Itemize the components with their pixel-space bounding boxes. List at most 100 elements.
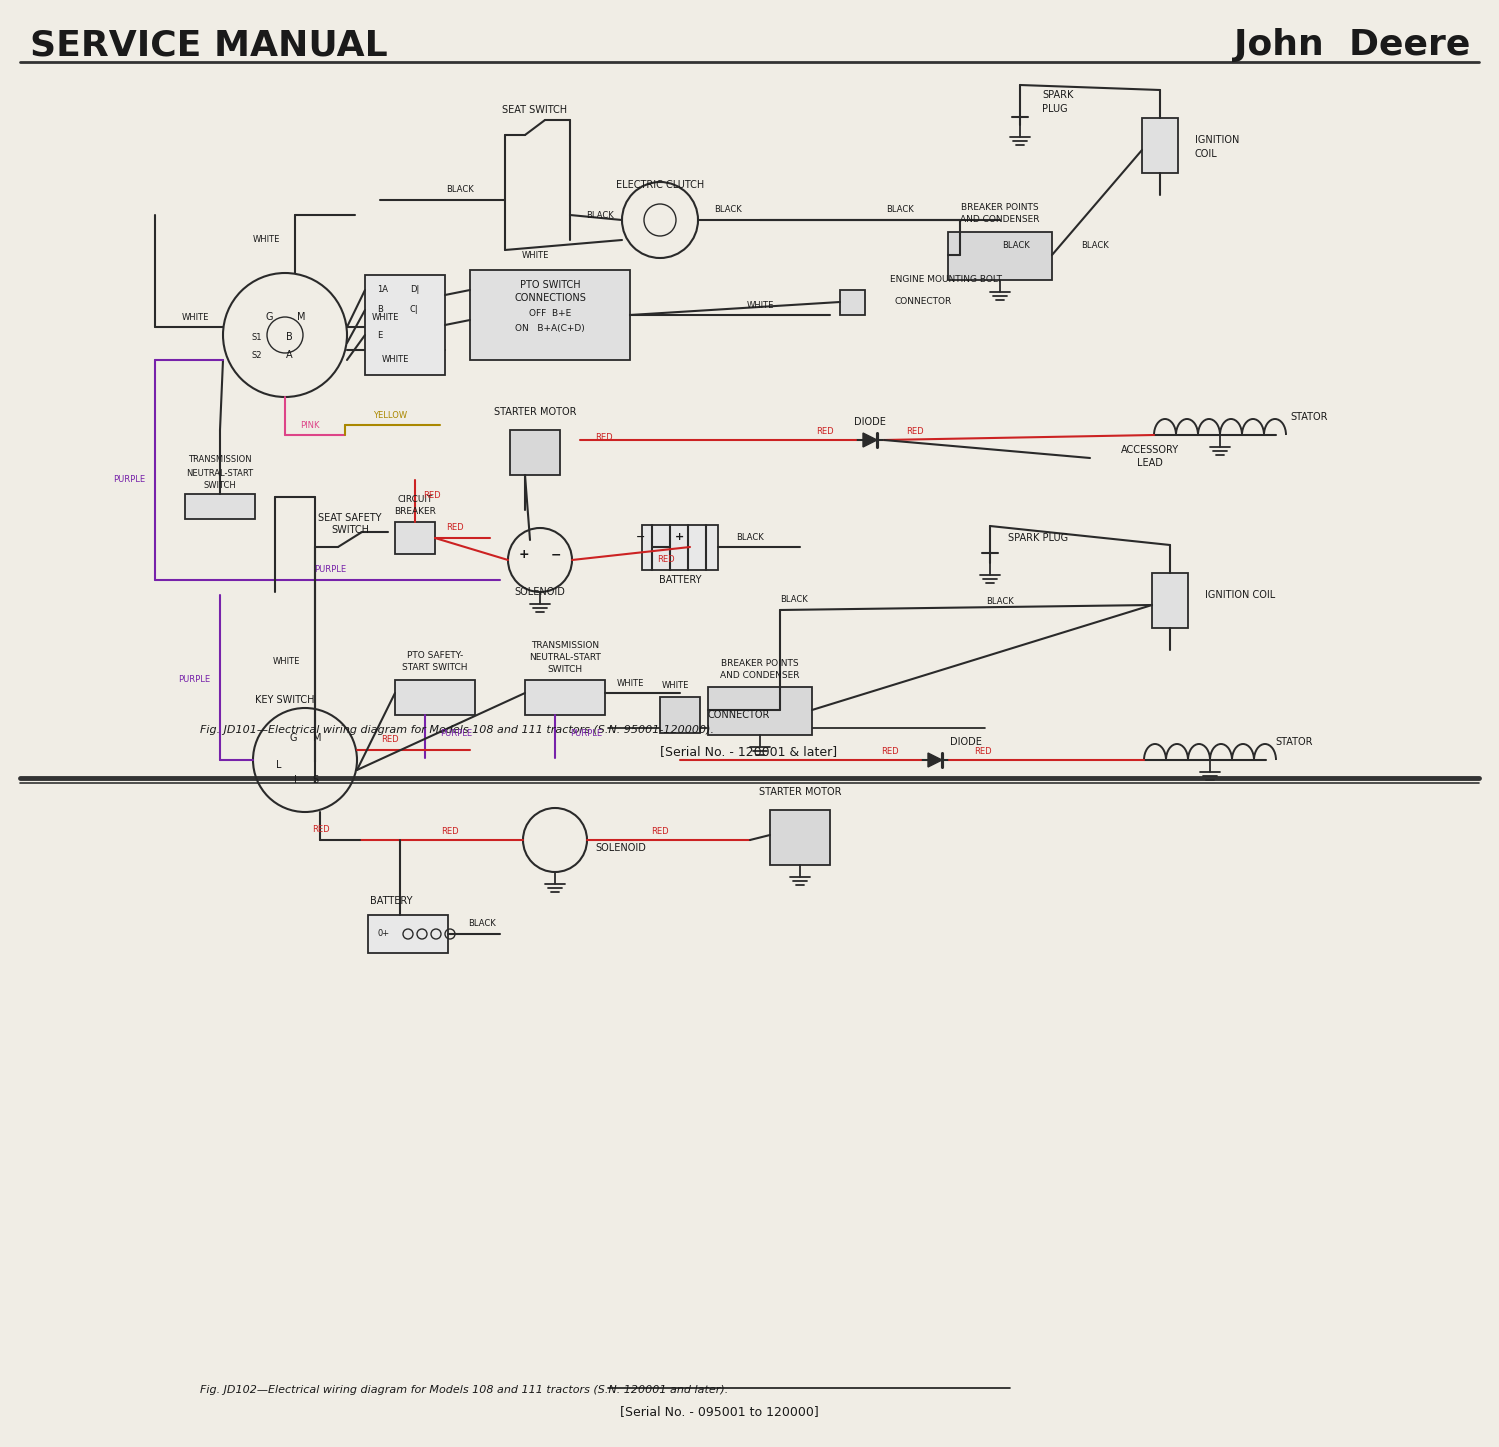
Text: D|: D| — [411, 285, 420, 295]
Text: PTO SWITCH: PTO SWITCH — [520, 281, 580, 289]
Text: −: − — [550, 548, 561, 561]
Text: SEAT SWITCH: SEAT SWITCH — [502, 106, 568, 114]
Text: PLUG: PLUG — [1042, 104, 1067, 114]
Text: RED: RED — [815, 427, 833, 437]
Text: RED: RED — [907, 427, 923, 437]
Text: [Serial No. - 095001 to 120000]: [Serial No. - 095001 to 120000] — [621, 1405, 818, 1418]
Text: RED: RED — [312, 825, 330, 835]
Text: B: B — [378, 305, 382, 314]
Text: G: G — [265, 313, 273, 323]
Text: PURPLE: PURPLE — [178, 676, 210, 684]
Text: PINK: PINK — [300, 421, 319, 430]
Text: STARTER MOTOR: STARTER MOTOR — [493, 407, 576, 417]
Text: LEAD: LEAD — [1138, 459, 1163, 467]
Text: SWITCH: SWITCH — [204, 482, 237, 491]
Text: BREAKER POINTS: BREAKER POINTS — [961, 204, 1039, 213]
Text: DIODE: DIODE — [950, 737, 982, 747]
Text: Fig. JD102—Electrical wiring diagram for Models 108 and 111 tractors (S.N. 12000: Fig. JD102—Electrical wiring diagram for… — [199, 1385, 729, 1395]
Text: IGNITION COIL: IGNITION COIL — [1205, 590, 1276, 601]
Text: CONNECTIONS: CONNECTIONS — [514, 292, 586, 302]
Text: RED: RED — [595, 434, 613, 443]
Bar — [839, 289, 865, 315]
Text: STATOR: STATOR — [1276, 737, 1313, 747]
Text: WHITE: WHITE — [522, 250, 549, 259]
Text: AND CONDENSER: AND CONDENSER — [961, 216, 1040, 224]
Text: BLACK: BLACK — [447, 185, 474, 194]
Bar — [396, 522, 435, 554]
Text: WHITE: WHITE — [747, 301, 773, 310]
Text: SOLENOID: SOLENOID — [514, 587, 565, 598]
Text: SERVICE MANUAL: SERVICE MANUAL — [30, 27, 388, 62]
Text: RED: RED — [447, 524, 463, 532]
Text: BLACK: BLACK — [714, 205, 742, 214]
Text: Fig. JD101—Electrical wiring diagram for Models 108 and 111 tractors (S.N. 95001: Fig. JD101—Electrical wiring diagram for… — [199, 725, 714, 735]
Text: WHITE: WHITE — [181, 313, 208, 321]
Text: ON   B+A(C+D): ON B+A(C+D) — [516, 324, 585, 333]
Text: BLACK: BLACK — [736, 532, 764, 541]
Text: BLACK: BLACK — [1081, 240, 1109, 249]
Text: RED: RED — [658, 556, 675, 564]
Text: RED: RED — [651, 828, 669, 836]
Text: STATOR: STATOR — [1291, 412, 1328, 423]
Bar — [947, 232, 1052, 281]
Text: WHITE: WHITE — [381, 356, 409, 365]
Text: RED: RED — [441, 828, 459, 836]
Polygon shape — [928, 752, 941, 767]
Text: BREAKER POINTS: BREAKER POINTS — [721, 658, 799, 667]
Text: BLACK: BLACK — [468, 919, 496, 929]
Text: RED: RED — [423, 491, 441, 499]
Text: +: + — [675, 532, 684, 543]
Text: −: − — [636, 532, 645, 543]
Text: 1A: 1A — [378, 285, 388, 295]
Bar — [1142, 119, 1178, 174]
Text: BLACK: BLACK — [986, 598, 1013, 606]
Text: S1: S1 — [252, 333, 262, 341]
Text: CONNECTOR: CONNECTOR — [895, 298, 952, 307]
Text: BATTERY: BATTERY — [370, 896, 412, 906]
Text: TRANSMISSION: TRANSMISSION — [189, 456, 252, 464]
Text: BLACK: BLACK — [779, 596, 808, 605]
Bar — [660, 697, 700, 734]
Text: S2: S2 — [252, 350, 262, 359]
Bar — [364, 275, 445, 375]
Text: NEUTRAL-START: NEUTRAL-START — [529, 654, 601, 663]
Text: WHITE: WHITE — [273, 657, 300, 667]
Text: [Serial No. - 120001 & later]: [Serial No. - 120001 & later] — [660, 745, 836, 758]
Text: M: M — [313, 734, 321, 742]
Text: AND CONDENSER: AND CONDENSER — [720, 670, 800, 680]
Text: RED: RED — [881, 748, 899, 757]
Text: BLACK: BLACK — [1003, 240, 1030, 249]
Text: C|: C| — [411, 305, 418, 314]
Bar — [367, 915, 448, 954]
Bar — [184, 493, 255, 519]
Text: COIL: COIL — [1195, 149, 1217, 159]
Text: SWITCH: SWITCH — [547, 666, 583, 674]
Text: BLACK: BLACK — [586, 210, 615, 220]
Bar — [770, 810, 830, 865]
Text: BATTERY: BATTERY — [658, 574, 702, 585]
Text: ELECTRIC CLUTCH: ELECTRIC CLUTCH — [616, 179, 705, 190]
Text: L: L — [276, 760, 282, 770]
Text: John  Deere: John Deere — [1234, 27, 1471, 62]
Text: ENGINE MOUNTING BOLT: ENGINE MOUNTING BOLT — [890, 275, 1001, 285]
Text: RED: RED — [974, 748, 992, 757]
Text: WHITE: WHITE — [253, 236, 280, 245]
Text: M: M — [297, 313, 306, 323]
Text: SWITCH: SWITCH — [331, 525, 369, 535]
Text: KEY SWITCH: KEY SWITCH — [255, 695, 315, 705]
Text: OFF  B+E: OFF B+E — [529, 310, 571, 318]
Text: A: A — [286, 350, 292, 360]
Text: PURPLE: PURPLE — [313, 566, 346, 574]
Text: PURPLE: PURPLE — [441, 728, 472, 738]
Text: SPARK PLUG: SPARK PLUG — [1007, 532, 1069, 543]
Text: SOLENOID: SOLENOID — [595, 844, 646, 852]
Text: YELLOW: YELLOW — [373, 411, 408, 420]
Bar — [1153, 573, 1189, 628]
Text: B: B — [286, 331, 292, 341]
Text: RED: RED — [381, 735, 399, 745]
Text: S: S — [312, 776, 318, 786]
Bar — [642, 525, 718, 570]
Text: ACCESSORY: ACCESSORY — [1121, 446, 1180, 454]
Text: NEUTRAL-START: NEUTRAL-START — [186, 469, 253, 478]
Text: I: I — [294, 776, 297, 786]
